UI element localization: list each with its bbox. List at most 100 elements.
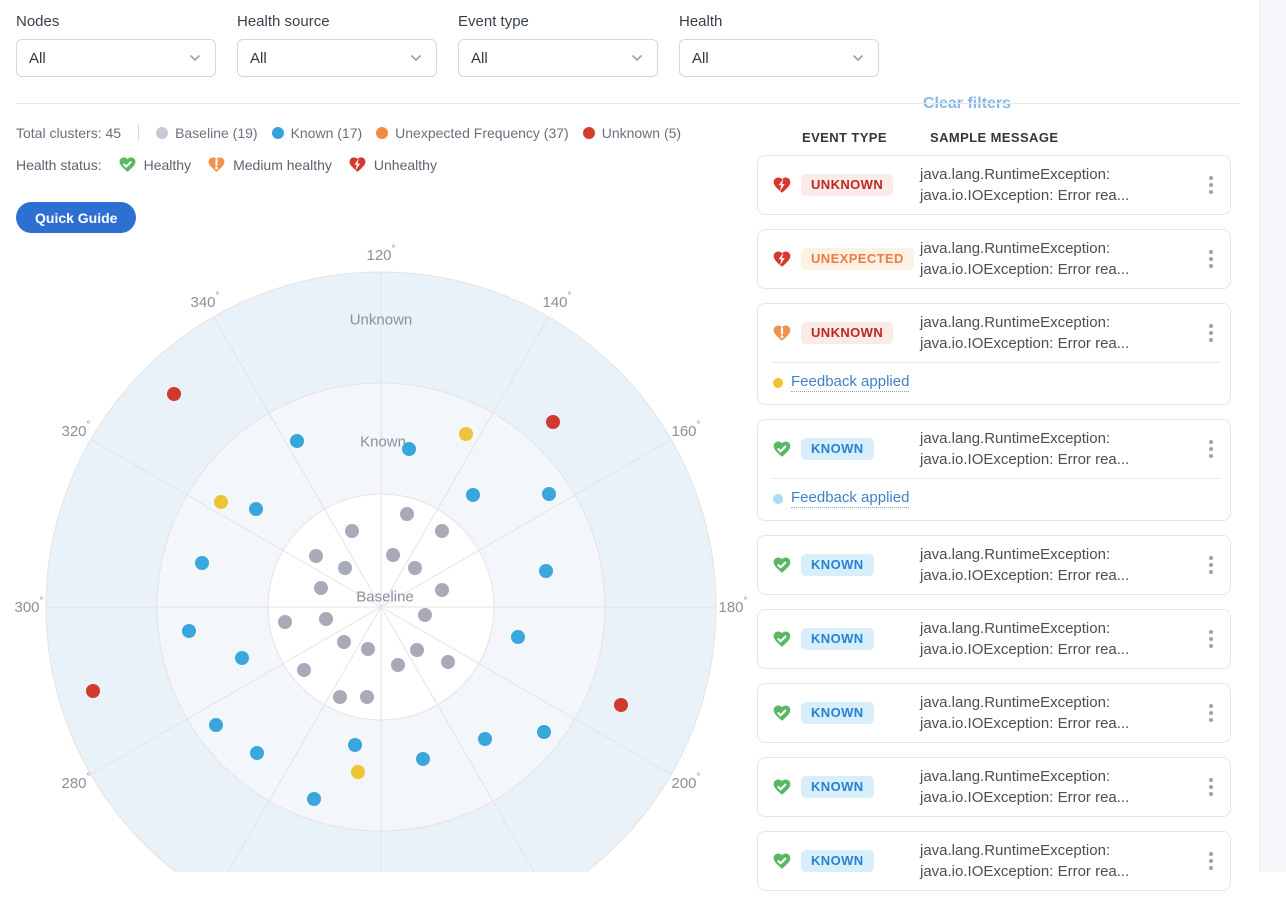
chart-point-baseline[interactable] bbox=[314, 581, 328, 595]
filter-select[interactable]: All bbox=[237, 39, 437, 77]
chart-point-baseline[interactable] bbox=[441, 655, 455, 669]
chart-point-baseline[interactable] bbox=[408, 561, 422, 575]
chart-point-baseline[interactable] bbox=[333, 690, 347, 704]
polar-grid-spoke bbox=[380, 606, 535, 872]
chart-point-baseline[interactable] bbox=[435, 583, 449, 597]
polar-ring-label: Unknown bbox=[350, 312, 413, 329]
cluster-color-dot bbox=[156, 126, 169, 139]
chart-point-baseline[interactable] bbox=[435, 524, 449, 538]
chart-point-baseline[interactable] bbox=[418, 608, 432, 622]
feedback-applied-link[interactable]: Feedback applied bbox=[791, 489, 910, 508]
polar-cluster-chart: 120° 140° 160° 180° 200° 280° 300° 320° 340° Unkn… bbox=[14, 244, 748, 872]
health-heart-icon-slot bbox=[772, 249, 792, 269]
filter-select[interactable]: All bbox=[458, 39, 658, 77]
polar-angle-label: 180° bbox=[718, 596, 747, 616]
row-actions-kebab-icon[interactable] bbox=[1202, 320, 1220, 346]
event-row[interactable]: UNEXPECTED java.lang.RuntimeException: j… bbox=[758, 230, 1230, 288]
chart-point-baseline[interactable] bbox=[297, 663, 311, 677]
sample-message-line2: java.io.IOException: Error rea... bbox=[920, 567, 1130, 584]
chart-point-known[interactable] bbox=[511, 630, 525, 644]
event-row[interactable]: KNOWN java.lang.RuntimeException: java.i… bbox=[758, 536, 1230, 594]
chart-point-known[interactable] bbox=[182, 624, 196, 638]
event-row[interactable]: KNOWN java.lang.RuntimeException: java.i… bbox=[758, 420, 1230, 478]
feedback-applied-link[interactable]: Feedback applied bbox=[791, 373, 910, 392]
chart-point-baseline[interactable] bbox=[360, 690, 374, 704]
clear-filters-link[interactable]: Clear filters bbox=[923, 95, 1012, 112]
sample-message-line2: java.io.IOException: Error rea... bbox=[920, 789, 1130, 806]
chart-point-baseline[interactable] bbox=[361, 642, 375, 656]
polar-angle-label: 320° bbox=[61, 420, 90, 440]
sample-message: java.lang.RuntimeException: java.io.IOEx… bbox=[920, 544, 1202, 586]
chart-point-baseline[interactable] bbox=[319, 612, 333, 626]
sample-message-line1: java.lang.RuntimeException: bbox=[920, 546, 1111, 563]
chart-point-known[interactable] bbox=[307, 792, 321, 806]
event-row[interactable]: KNOWN java.lang.RuntimeException: java.i… bbox=[758, 832, 1230, 890]
event-row[interactable]: UNKNOWN java.lang.RuntimeException: java… bbox=[758, 156, 1230, 214]
medium-heart-icon bbox=[773, 325, 791, 341]
row-actions-kebab-icon[interactable] bbox=[1202, 246, 1220, 272]
chart-point-unexpected[interactable] bbox=[459, 427, 473, 441]
event-row[interactable]: KNOWN java.lang.RuntimeException: java.i… bbox=[758, 684, 1230, 742]
event-type-badge: KNOWN bbox=[801, 628, 874, 650]
filter-select[interactable]: All bbox=[16, 39, 216, 77]
chart-point-unknown[interactable] bbox=[546, 415, 560, 429]
chart-point-baseline[interactable] bbox=[309, 549, 323, 563]
sample-message: java.lang.RuntimeException: java.io.IOEx… bbox=[920, 312, 1202, 354]
chart-point-known[interactable] bbox=[466, 488, 480, 502]
chart-point-known[interactable] bbox=[402, 442, 416, 456]
polar-angle-label: 200° bbox=[671, 772, 700, 792]
right-scrollbar-track[interactable] bbox=[1259, 0, 1286, 872]
chart-point-baseline[interactable] bbox=[337, 635, 351, 649]
polar-grid-spoke bbox=[90, 606, 382, 775]
filter-select[interactable]: All bbox=[679, 39, 879, 77]
row-actions-kebab-icon[interactable] bbox=[1202, 552, 1220, 578]
event-type-cell: KNOWN bbox=[801, 554, 920, 576]
chart-point-known[interactable] bbox=[249, 502, 263, 516]
chart-point-baseline[interactable] bbox=[410, 643, 424, 657]
chart-point-known[interactable] bbox=[250, 746, 264, 760]
event-row[interactable]: KNOWN java.lang.RuntimeException: java.i… bbox=[758, 758, 1230, 816]
chart-point-known[interactable] bbox=[537, 725, 551, 739]
chart-point-known[interactable] bbox=[348, 738, 362, 752]
event-type-badge: KNOWN bbox=[801, 850, 874, 872]
events-list: UNKNOWN java.lang.RuntimeException: java… bbox=[757, 155, 1231, 891]
event-card: KNOWN java.lang.RuntimeException: java.i… bbox=[757, 609, 1231, 669]
sample-message-line2: java.io.IOException: Error rea... bbox=[920, 715, 1130, 732]
chart-point-known[interactable] bbox=[209, 718, 223, 732]
row-actions-kebab-icon[interactable] bbox=[1202, 700, 1220, 726]
chart-point-baseline[interactable] bbox=[278, 615, 292, 629]
chart-point-unknown[interactable] bbox=[614, 698, 628, 712]
chart-point-baseline[interactable] bbox=[345, 524, 359, 538]
sample-message-line1: java.lang.RuntimeException: bbox=[920, 620, 1111, 637]
chart-point-known[interactable] bbox=[539, 564, 553, 578]
row-actions-kebab-icon[interactable] bbox=[1202, 626, 1220, 652]
health-heart-icon-slot bbox=[772, 439, 792, 459]
sample-message: java.lang.RuntimeException: java.io.IOEx… bbox=[920, 428, 1202, 470]
chart-point-unexpected[interactable] bbox=[351, 765, 365, 779]
chart-point-baseline[interactable] bbox=[391, 658, 405, 672]
healthy-heart-icon bbox=[773, 441, 791, 457]
row-actions-kebab-icon[interactable] bbox=[1202, 848, 1220, 874]
chart-point-unknown[interactable] bbox=[167, 387, 181, 401]
event-row[interactable]: UNKNOWN java.lang.RuntimeException: java… bbox=[758, 304, 1230, 362]
event-type-cell: KNOWN bbox=[801, 438, 920, 460]
chart-point-known[interactable] bbox=[195, 556, 209, 570]
chart-point-baseline[interactable] bbox=[400, 507, 414, 521]
row-actions-kebab-icon[interactable] bbox=[1202, 172, 1220, 198]
quick-guide-button[interactable]: Quick Guide bbox=[16, 202, 137, 233]
chart-point-known[interactable] bbox=[416, 752, 430, 766]
chart-point-baseline[interactable] bbox=[386, 548, 400, 562]
chart-point-known[interactable] bbox=[290, 434, 304, 448]
sample-message-line1: java.lang.RuntimeException: bbox=[920, 430, 1111, 447]
row-actions-kebab-icon[interactable] bbox=[1202, 774, 1220, 800]
chart-point-unknown[interactable] bbox=[86, 684, 100, 698]
row-actions-kebab-icon[interactable] bbox=[1202, 436, 1220, 462]
chart-point-known[interactable] bbox=[478, 732, 492, 746]
chart-point-unexpected[interactable] bbox=[214, 495, 228, 509]
chart-point-baseline[interactable] bbox=[338, 561, 352, 575]
event-row[interactable]: KNOWN java.lang.RuntimeException: java.i… bbox=[758, 610, 1230, 668]
filter-label: Event type bbox=[458, 13, 529, 30]
cluster-legend-label: Known (17) bbox=[290, 124, 363, 141]
chart-point-known[interactable] bbox=[235, 651, 249, 665]
chart-point-known[interactable] bbox=[542, 487, 556, 501]
